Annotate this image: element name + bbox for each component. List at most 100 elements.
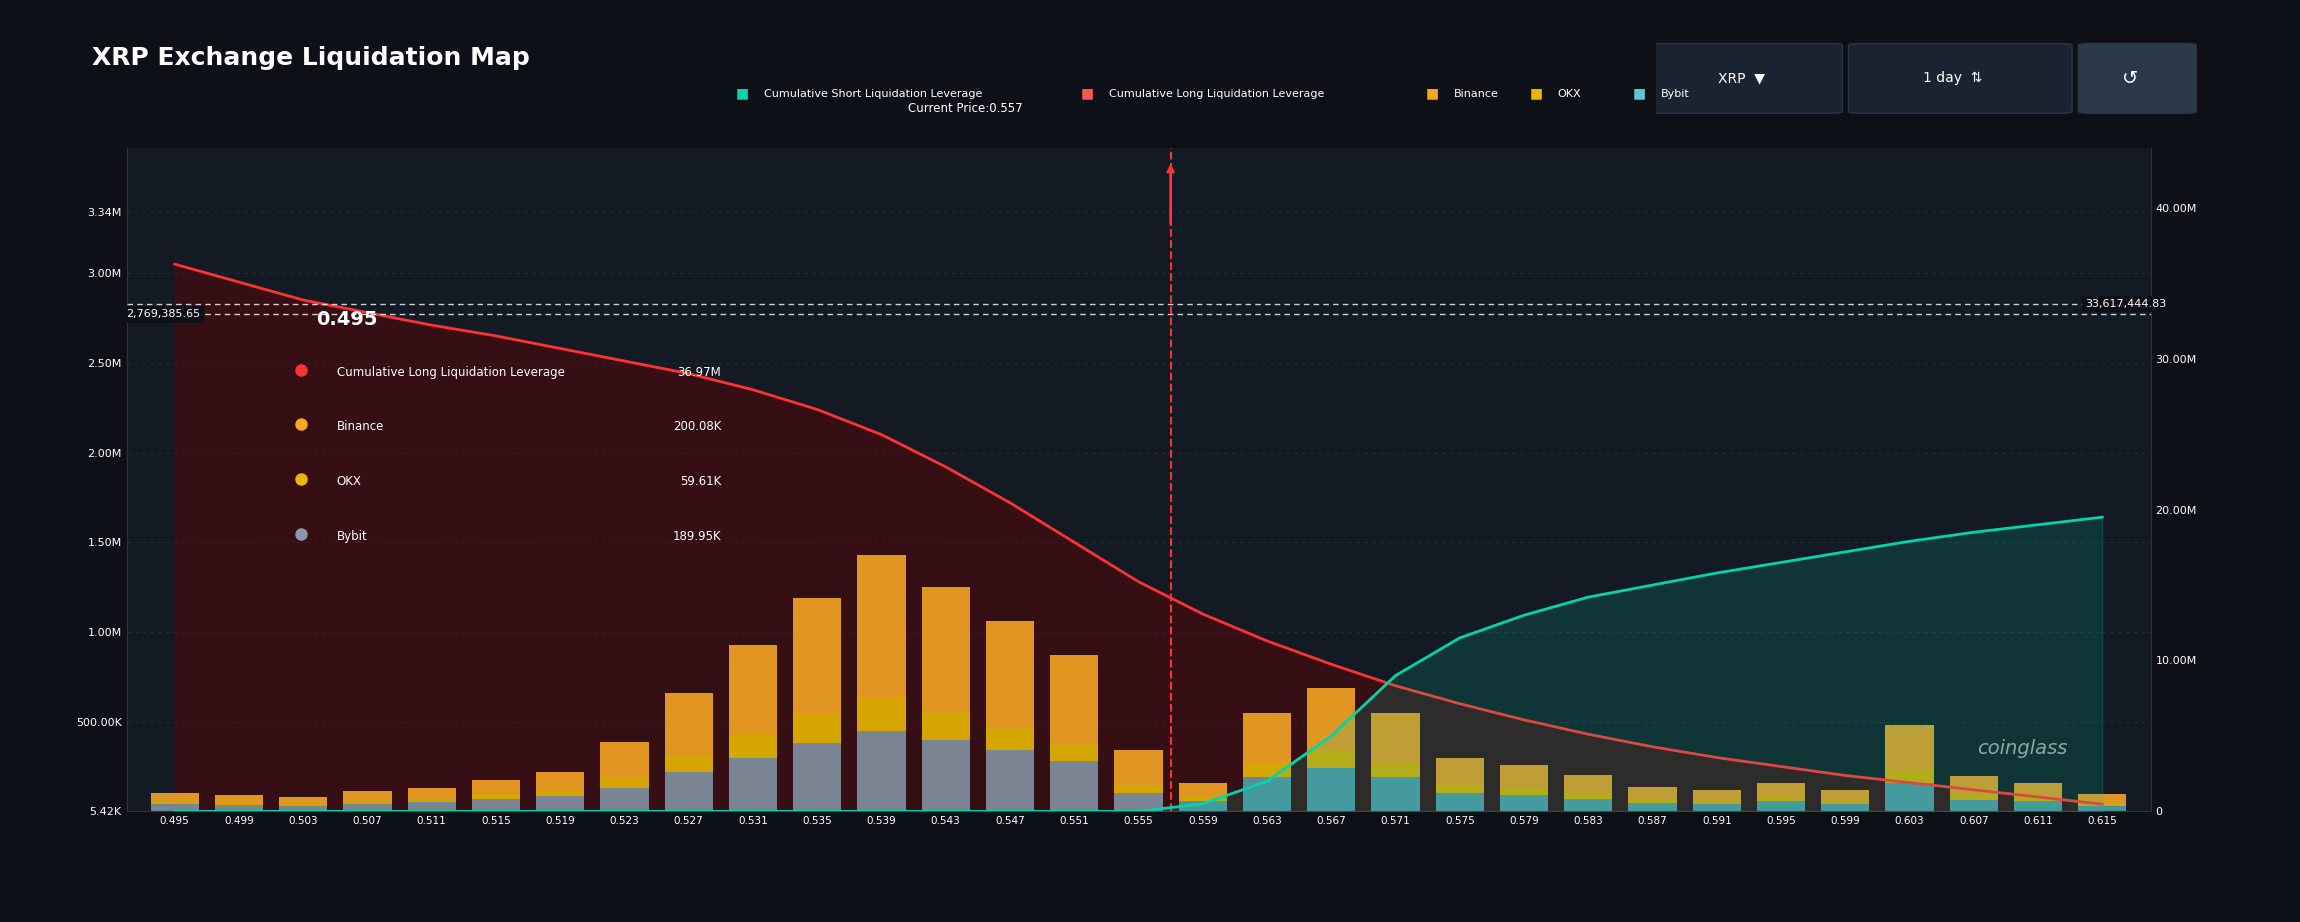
Bar [1822, 790, 1870, 801]
Bar [1628, 803, 1677, 811]
Bar [1757, 783, 1806, 797]
Bar [1886, 783, 1934, 811]
Bar [1693, 790, 1741, 801]
Bar [987, 751, 1035, 811]
Bar [1178, 797, 1226, 801]
Bar [1116, 794, 1162, 811]
Bar [1500, 788, 1548, 795]
Text: 200.08K: 200.08K [674, 420, 722, 433]
Bar [858, 555, 906, 698]
Bar [1306, 768, 1355, 811]
Bar [343, 801, 391, 804]
Bar [665, 772, 713, 811]
Bar [600, 788, 649, 811]
Bar [1435, 759, 1484, 786]
Bar [1950, 795, 1999, 799]
Bar [1500, 764, 1548, 788]
Bar [1822, 804, 1870, 811]
Text: coinglass: coinglass [1976, 739, 2068, 758]
Bar [1051, 656, 1099, 745]
Bar [987, 621, 1035, 728]
Text: ■: ■ [1081, 86, 1095, 100]
Bar [922, 739, 971, 811]
Bar [729, 644, 777, 734]
Bar [278, 804, 327, 806]
Bar [1051, 745, 1099, 762]
Text: XRP  ▼: XRP ▼ [1718, 71, 1764, 86]
Text: ↺: ↺ [2121, 69, 2139, 88]
Bar [1178, 801, 1226, 811]
Bar [278, 797, 327, 804]
Bar [858, 698, 906, 730]
Bar [1051, 762, 1099, 811]
Bar [793, 715, 842, 743]
Bar [729, 758, 777, 811]
Bar [1371, 713, 1419, 762]
Bar [1628, 787, 1677, 799]
Bar [1628, 799, 1677, 803]
Bar [343, 804, 391, 811]
Bar [987, 728, 1035, 751]
Bar [2015, 801, 2063, 811]
Bar [1500, 795, 1548, 811]
Bar [150, 804, 198, 811]
Text: 36.97M: 36.97M [678, 366, 722, 379]
Text: ■: ■ [1426, 86, 1440, 100]
Bar [1693, 801, 1741, 804]
Text: Binance: Binance [336, 420, 384, 433]
Text: Current Price:0.557: Current Price:0.557 [908, 102, 1024, 115]
Text: ■: ■ [1530, 86, 1543, 100]
Text: 2,769,385.65: 2,769,385.65 [126, 310, 200, 320]
Bar [1950, 776, 1999, 795]
Bar [1116, 786, 1162, 794]
Bar [922, 587, 971, 713]
Bar [600, 742, 649, 778]
Bar [1306, 688, 1355, 751]
Bar [472, 798, 520, 811]
Bar [922, 713, 971, 739]
Bar [1693, 804, 1741, 811]
Bar [1757, 797, 1806, 801]
Bar [2015, 797, 2063, 801]
Text: 1 day  ⇅: 1 day ⇅ [1923, 71, 1983, 86]
FancyBboxPatch shape [2079, 43, 2196, 113]
Text: 33,617,444.83: 33,617,444.83 [2086, 299, 2167, 309]
Bar [150, 793, 198, 801]
Text: XRP Exchange Liquidation Map: XRP Exchange Liquidation Map [92, 45, 529, 69]
Bar [1435, 786, 1484, 794]
Bar [1242, 777, 1290, 811]
Bar [2015, 783, 2063, 797]
Text: Cumulative Short Liquidation Leverage: Cumulative Short Liquidation Leverage [764, 89, 982, 99]
Bar [1822, 801, 1870, 804]
Text: Bybit: Bybit [336, 530, 368, 543]
Bar [1564, 798, 1612, 811]
Text: Bybit: Bybit [1661, 89, 1688, 99]
Bar [214, 803, 262, 805]
Bar [1757, 801, 1806, 811]
Bar [793, 743, 842, 811]
Bar [2079, 803, 2128, 806]
Bar [214, 805, 262, 811]
Bar [665, 756, 713, 772]
Bar [1435, 794, 1484, 811]
Text: ■: ■ [1633, 86, 1647, 100]
FancyBboxPatch shape [1849, 43, 2072, 113]
Bar [1371, 777, 1419, 811]
Bar [1950, 799, 1999, 811]
Bar [536, 772, 584, 790]
Bar [2079, 795, 2128, 803]
Bar [1564, 794, 1612, 798]
Bar [472, 780, 520, 795]
Bar [1564, 775, 1612, 794]
Bar [1178, 783, 1226, 797]
Text: 0.495: 0.495 [317, 310, 377, 329]
Bar [150, 801, 198, 804]
Text: ■: ■ [736, 86, 750, 100]
Text: Binance: Binance [1454, 89, 1500, 99]
Text: Cumulative Long Liquidation Leverage: Cumulative Long Liquidation Leverage [1109, 89, 1325, 99]
Bar [343, 791, 391, 801]
Bar [1371, 762, 1419, 777]
Bar [793, 597, 842, 715]
Text: Cumulative Long Liquidation Leverage: Cumulative Long Liquidation Leverage [336, 366, 564, 379]
Text: OKX: OKX [336, 475, 361, 489]
